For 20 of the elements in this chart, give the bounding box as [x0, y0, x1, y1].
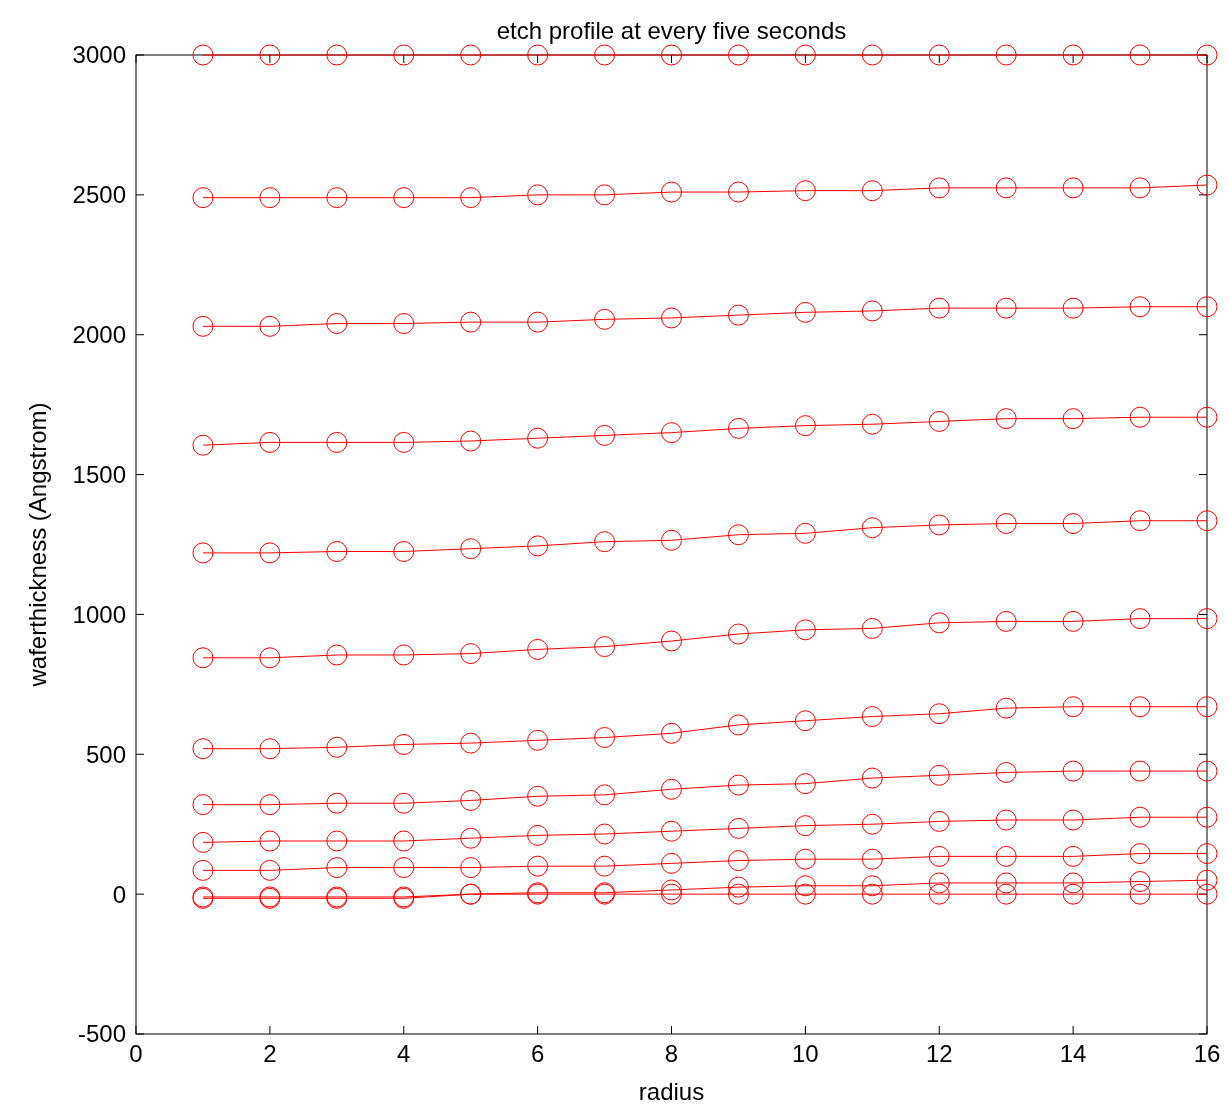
y-tick-label: 3000: [72, 41, 126, 69]
y-tick-label: 500: [85, 740, 126, 768]
y-axis-title: waferthickness (Angstrom): [24, 402, 51, 688]
x-tick-label: 10: [792, 1040, 819, 1067]
x-tick-label: 4: [397, 1040, 411, 1067]
x-tick-label: 6: [530, 1040, 545, 1067]
x-tick-label: 16: [1193, 1040, 1221, 1067]
chart-title: etch profile at every five seconds: [496, 17, 847, 44]
x-tick-label: 0: [129, 1040, 143, 1067]
y-tick-label: -500: [77, 1020, 126, 1048]
x-axis-title: radius: [638, 1078, 705, 1105]
y-tick-label: 0: [112, 880, 126, 908]
y-tick-label: 2500: [72, 181, 126, 209]
x-tick-label: 2: [263, 1040, 277, 1067]
y-tick-label: 1500: [72, 460, 126, 488]
x-tick-label: 12: [925, 1040, 953, 1067]
y-tick-label: 1000: [72, 600, 126, 628]
x-tick-label: 8: [664, 1040, 679, 1067]
y-tick-label: 2000: [72, 321, 126, 349]
x-tick-label: 14: [1059, 1040, 1087, 1067]
